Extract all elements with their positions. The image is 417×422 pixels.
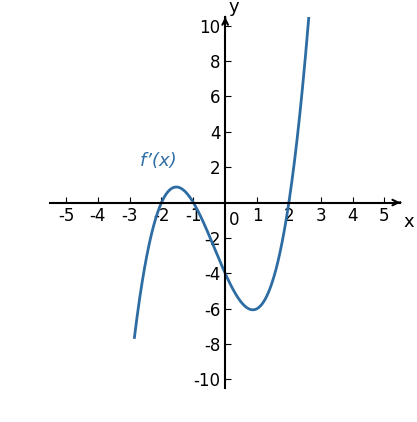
Text: f’(x): f’(x) xyxy=(140,152,177,170)
Text: 0: 0 xyxy=(229,211,239,230)
Text: y: y xyxy=(229,0,240,16)
Text: x: x xyxy=(404,213,414,231)
